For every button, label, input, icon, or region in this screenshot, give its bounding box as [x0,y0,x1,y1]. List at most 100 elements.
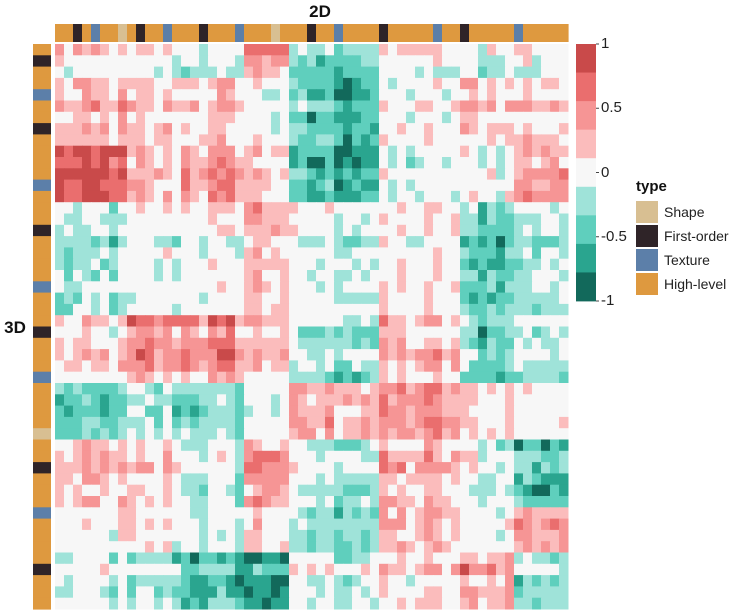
heatmap-cell [514,484,524,497]
heatmap-cell [388,303,398,316]
heatmap-cell [496,439,506,452]
heatmap-cell [397,44,407,56]
heatmap-cell [415,586,425,599]
heatmap-cell [505,518,515,531]
heatmap-cell [109,315,119,327]
heatmap-cell [100,529,110,542]
heatmap-cell [496,247,506,260]
heatmap-cell [280,134,290,147]
heatmap-cell [55,270,65,282]
heatmap-cell [505,597,515,610]
heatmap-cell [154,258,164,271]
heatmap-cell [523,496,533,508]
heatmap-cell [406,450,416,463]
heatmap-cell [523,258,533,271]
heatmap-cell [307,202,317,214]
heatmap-cell [271,439,281,452]
heatmap-cell [109,303,119,316]
heatmap-cell [406,484,416,497]
heatmap-cell [451,518,461,531]
heatmap-cell [505,507,515,520]
heatmap-cell [514,552,524,565]
heatmap-cell [316,371,326,384]
heatmap-cell [541,89,551,101]
heatmap-cell [532,157,542,169]
heatmap-cell [361,416,371,429]
col-annotation-cell [550,24,560,42]
heatmap-cell [388,145,398,158]
heatmap-cell [469,202,479,214]
heatmap-cell [235,89,245,101]
heatmap-cell [442,473,452,486]
heatmap-cell [478,563,488,576]
heatmap-cell [64,145,74,158]
heatmap-cell [154,247,164,260]
heatmap-cell [280,202,290,214]
heatmap-cell [406,439,416,452]
heatmap-cell [514,55,524,68]
heatmap-cell [226,394,236,407]
heatmap-cell [298,541,308,553]
heatmap-cell [217,428,227,440]
heatmap-cell [271,270,281,282]
heatmap-cell [343,507,353,520]
col-annotation-cell [505,24,515,42]
heatmap-cell [451,416,461,429]
heatmap-cell [235,428,245,440]
heatmap-cell [370,224,380,237]
heatmap-cell [262,360,272,373]
heatmap-cell [424,360,434,373]
heatmap-cell [388,157,398,169]
heatmap-cell [280,349,290,361]
heatmap-cell [262,66,272,79]
heatmap-cell [415,383,425,395]
heatmap-cell [487,371,497,384]
heatmap-cell [163,89,173,101]
heatmap-cell [109,473,119,486]
heatmap-cell [235,450,245,463]
heatmap-cell [469,134,479,147]
heatmap-cell [118,326,128,339]
heatmap-cell [316,270,326,282]
heatmap-cell [307,89,317,101]
col-annotation-cell [145,24,155,42]
heatmap-cell [316,224,326,237]
heatmap-cell [496,496,506,508]
row-annotation-cell [33,326,51,339]
heatmap-cell [262,224,272,237]
heatmap-cell [352,439,362,452]
heatmap-cell [559,134,569,147]
heatmap-cell [388,326,398,339]
heatmap-cell [244,371,254,384]
heatmap-cell [424,496,434,508]
heatmap-cell [199,281,209,294]
heatmap-cell [82,134,92,147]
heatmap-cell [505,563,515,576]
heatmap-cell [91,111,101,124]
heatmap-cell [442,315,452,327]
heatmap-cell [298,247,308,260]
heatmap-cell [523,462,533,474]
heatmap-cell [271,179,281,192]
heatmap-cell [55,303,65,316]
heatmap-cell [505,529,515,542]
heatmap-cell [82,383,92,395]
heatmap-cell [442,66,452,79]
heatmap-cell [262,541,272,553]
heatmap-cell [91,303,101,316]
heatmap-cell [424,586,434,599]
heatmap-cell [271,66,281,79]
heatmap-cell [118,597,128,610]
heatmap-cell [82,563,92,576]
heatmap-cell [271,281,281,294]
heatmap-cell [352,394,362,407]
heatmap-cell [388,394,398,407]
heatmap-cell [352,552,362,565]
heatmap-cell [433,55,443,68]
col-annotation-cell [496,24,506,42]
heatmap-cell [91,484,101,497]
heatmap-cell [91,552,101,565]
heatmap-cell [307,586,317,599]
heatmap-cell [118,123,128,135]
heatmap-cell [163,496,173,508]
